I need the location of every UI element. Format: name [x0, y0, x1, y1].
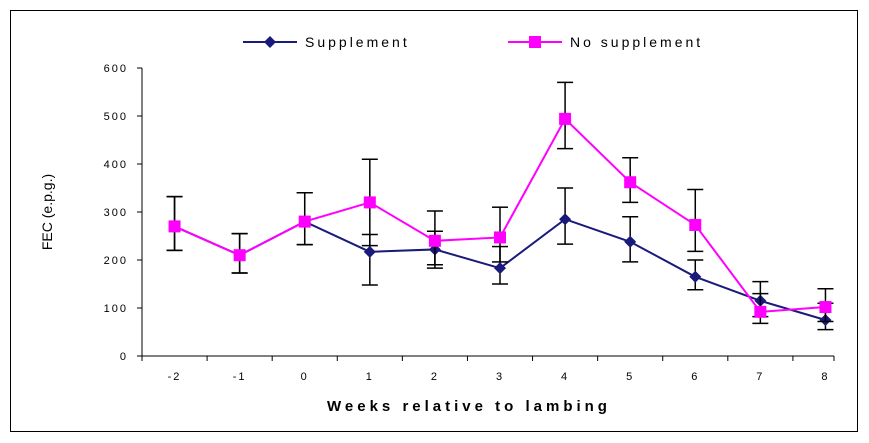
y-tick-label: 600	[104, 63, 128, 75]
x-tick-label: 4	[561, 371, 569, 383]
legend-marker	[264, 36, 276, 48]
x-tick-label: 8	[821, 371, 829, 383]
legend-marker	[529, 36, 541, 48]
data-point	[363, 196, 376, 209]
y-tick-label: 500	[104, 111, 128, 123]
x-tick-label: 7	[756, 371, 764, 383]
data-point	[624, 176, 637, 189]
x-axis: -2 -1 0 1 2 3 4 5 6 7 8	[141, 355, 835, 383]
x-tick-label: 2	[431, 371, 439, 383]
x-tick-label: 5	[626, 371, 634, 383]
data-point	[559, 112, 572, 125]
legend-item: No supplement	[508, 34, 703, 50]
chart-frame	[10, 10, 858, 432]
data-point	[494, 231, 506, 244]
plot-area	[166, 81, 834, 331]
x-tick-label: 1	[366, 371, 374, 383]
data-point	[428, 234, 441, 247]
data-point	[233, 249, 246, 262]
legend-label: No supplement	[570, 34, 703, 50]
y-tick-label: 300	[104, 207, 128, 219]
y-axis: 0 100 200 300 400 500 600	[104, 63, 143, 363]
x-tick-label: -2	[168, 371, 182, 383]
legend: Supplement No supplement	[243, 34, 703, 50]
y-axis-title: FEC (e.p.g.)	[39, 174, 55, 250]
y-tick-label: 0	[120, 351, 128, 363]
legend-item: Supplement	[243, 34, 410, 50]
x-tick-label: 0	[301, 371, 309, 383]
data-point	[363, 245, 376, 258]
data-point	[819, 301, 832, 314]
series-no-supplement	[166, 81, 834, 325]
data-point	[559, 213, 572, 226]
x-tick-label: 6	[691, 371, 699, 383]
data-point	[624, 235, 637, 248]
x-axis-title: Weeks relative to lambing	[327, 398, 611, 415]
data-point	[689, 218, 702, 231]
data-point	[689, 270, 702, 283]
y-tick-label: 100	[104, 303, 128, 315]
data-point	[168, 220, 181, 233]
x-tick-label: 3	[496, 371, 504, 383]
data-point	[754, 305, 767, 318]
data-point	[298, 215, 311, 228]
data-point	[494, 262, 506, 275]
y-tick-label: 200	[104, 255, 128, 267]
legend-label: Supplement	[305, 34, 410, 50]
y-tick-label: 400	[104, 159, 128, 171]
x-tick-label: -1	[233, 371, 247, 383]
